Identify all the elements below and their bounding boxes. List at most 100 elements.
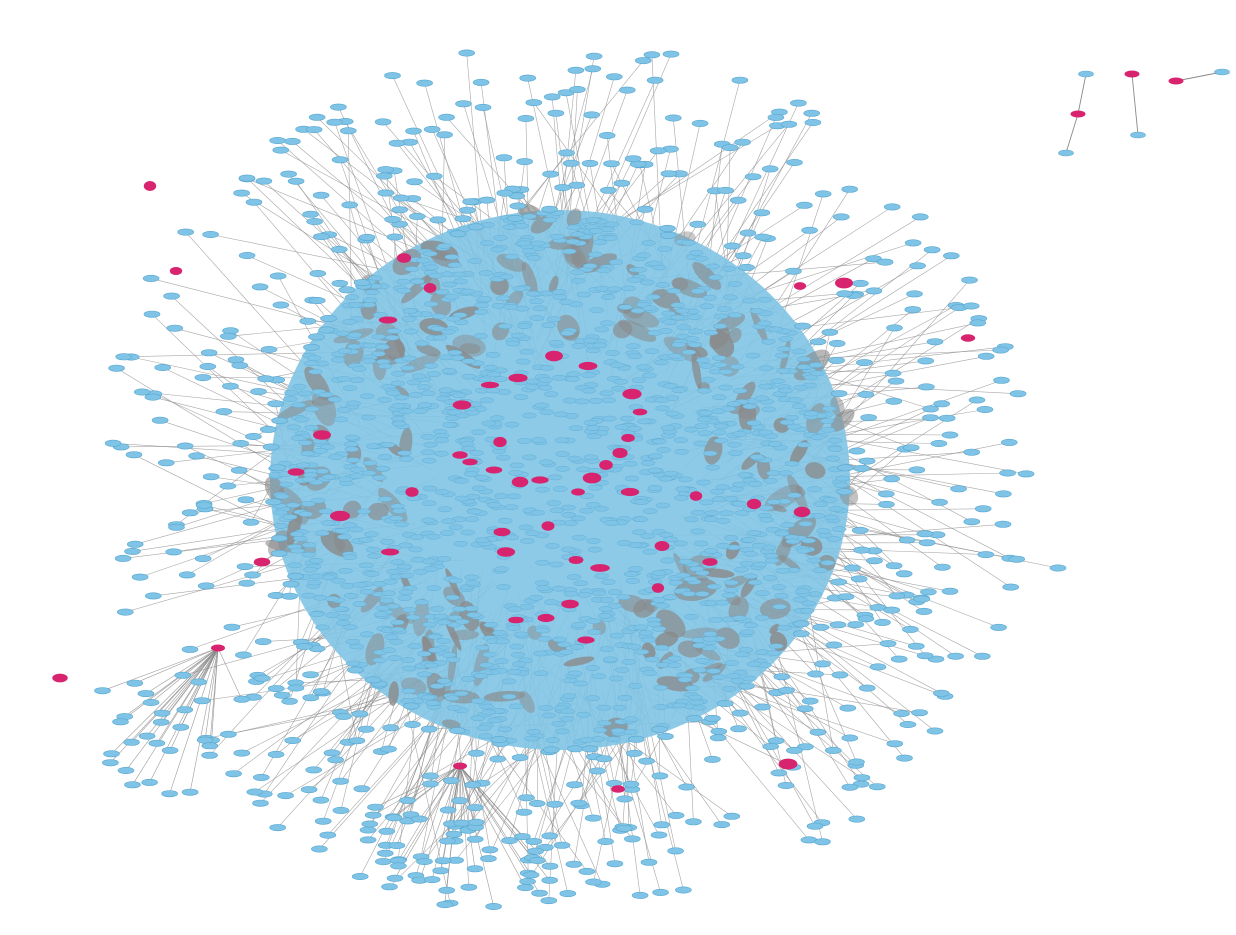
core-node (541, 712, 556, 719)
core-node (386, 390, 401, 396)
node (287, 572, 304, 580)
core-node (597, 720, 612, 727)
small-component-1-node (1058, 149, 1074, 157)
node (941, 431, 959, 439)
highlighted-node (571, 488, 585, 496)
core-node (414, 340, 430, 347)
node (233, 695, 251, 703)
node (584, 814, 602, 822)
node (977, 551, 995, 559)
node (922, 405, 939, 413)
core-node (300, 450, 315, 457)
core-node (721, 405, 736, 412)
core-node (722, 686, 737, 692)
core-node (717, 306, 732, 312)
core-node (365, 289, 380, 296)
node (753, 209, 771, 217)
node (623, 835, 641, 843)
node (786, 159, 803, 167)
core-node (724, 587, 739, 593)
core-node (447, 349, 463, 356)
node (739, 229, 757, 237)
core-node (360, 631, 375, 638)
node (651, 725, 668, 733)
core-node (450, 354, 465, 361)
core-node (477, 376, 493, 383)
core-node (338, 568, 353, 574)
node (860, 414, 877, 422)
core-node (469, 450, 484, 456)
core-node (423, 566, 438, 572)
core-node (772, 603, 787, 610)
node (223, 623, 241, 631)
node (201, 751, 218, 759)
node (347, 666, 364, 674)
small-component-2-highlighted-node (1124, 70, 1140, 78)
node (973, 652, 991, 660)
core-node (588, 398, 604, 404)
core-node (778, 470, 793, 476)
core-node (379, 597, 394, 604)
node (878, 500, 895, 508)
core-node (727, 312, 743, 318)
node (796, 705, 814, 713)
core-node (587, 546, 603, 553)
node (522, 871, 540, 879)
node (660, 170, 678, 178)
core-node (596, 704, 612, 711)
core-node (604, 221, 619, 228)
core-node (684, 336, 700, 342)
core-node (607, 286, 622, 293)
core-node (407, 643, 423, 650)
core-node (493, 235, 508, 241)
node (836, 290, 853, 298)
core-node (625, 578, 640, 584)
edge (145, 647, 219, 694)
node (553, 841, 571, 849)
core-node (606, 736, 621, 742)
node (829, 621, 847, 629)
core-node (627, 353, 643, 360)
core-node (308, 368, 323, 375)
node (807, 670, 824, 678)
node (585, 878, 602, 886)
node (181, 509, 199, 517)
core-node (377, 454, 393, 460)
core-node (292, 383, 307, 390)
node (865, 255, 882, 263)
core-node (626, 343, 641, 350)
core-node (499, 273, 514, 280)
core-node (634, 499, 649, 505)
small-component-1-node (1078, 70, 1094, 78)
node (215, 408, 233, 416)
node (254, 638, 272, 646)
node (622, 780, 640, 788)
core-node (530, 240, 545, 247)
core-node (511, 332, 526, 339)
core-node (798, 521, 813, 527)
highlighted-node (330, 510, 350, 522)
node (848, 758, 865, 766)
core-node (588, 484, 603, 491)
core-node (678, 558, 693, 565)
node (399, 796, 416, 804)
core-node (647, 485, 663, 491)
node (902, 625, 919, 633)
highlighted-node (480, 381, 500, 389)
node (1000, 438, 1018, 446)
core-node (522, 213, 537, 220)
core-node (338, 476, 353, 483)
node (509, 202, 527, 210)
core-node (410, 278, 425, 285)
core-edge-patch (778, 554, 801, 571)
core-node (406, 614, 421, 621)
core-node (518, 524, 534, 531)
node (332, 777, 349, 785)
highlighted-node (590, 564, 610, 572)
core-node (563, 591, 579, 597)
core-node (406, 379, 422, 386)
node (246, 788, 264, 796)
node (284, 137, 301, 145)
core-node (568, 425, 584, 432)
highlighted-node (452, 400, 472, 410)
